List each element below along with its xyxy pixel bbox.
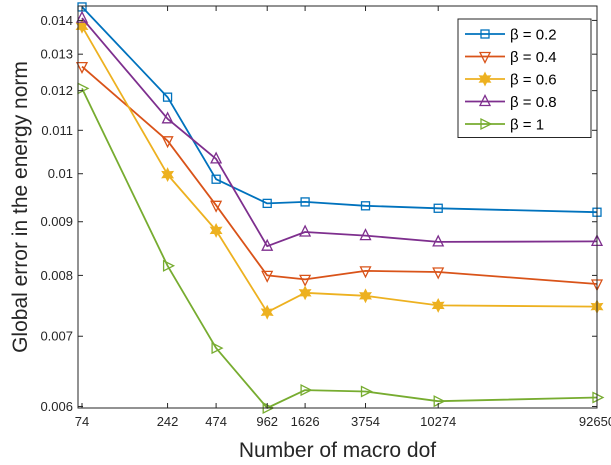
data-point bbox=[210, 200, 223, 213]
legend-label: β = 0.2 bbox=[510, 27, 557, 44]
legend-marker bbox=[478, 51, 492, 64]
legend-item: β = 1 bbox=[465, 117, 544, 134]
x-axis-label: Number of macro dof bbox=[239, 439, 436, 462]
data-point bbox=[432, 267, 445, 280]
data-point bbox=[162, 259, 176, 272]
data-point bbox=[360, 201, 371, 211]
data-point bbox=[359, 266, 372, 279]
data-point bbox=[433, 203, 443, 213]
legend-marker bbox=[480, 29, 490, 39]
series-line bbox=[81, 25, 598, 314]
y-tick-label: 0.012 bbox=[40, 83, 73, 98]
data-point bbox=[359, 288, 372, 304]
data-point bbox=[359, 228, 372, 241]
y-tick-label: 0.009 bbox=[40, 214, 73, 229]
series-4 bbox=[75, 10, 604, 251]
x-tick-label: 242 bbox=[157, 414, 179, 429]
y-tick-label: 0.014 bbox=[40, 13, 73, 28]
x-tick-label: 962 bbox=[256, 414, 278, 429]
x-tick-label: 3754 bbox=[351, 414, 380, 429]
data-point bbox=[261, 270, 274, 283]
y-axis-label: Global error in the energy norm bbox=[9, 61, 32, 353]
data-point bbox=[209, 222, 223, 238]
y-tick-label: 0.006 bbox=[40, 399, 73, 414]
y-tick-label: 0.013 bbox=[40, 47, 73, 62]
x-tick-label: 74 bbox=[75, 414, 89, 429]
series-3 bbox=[75, 18, 604, 320]
x-tick-label: 10274 bbox=[420, 414, 456, 429]
x-tick-label: 474 bbox=[205, 414, 227, 429]
data-point bbox=[262, 198, 272, 209]
data-point bbox=[161, 167, 175, 183]
data-point bbox=[433, 395, 446, 408]
y-tick-label: 0.008 bbox=[40, 268, 73, 283]
data-point bbox=[75, 61, 89, 75]
series-line bbox=[81, 17, 598, 248]
series-line bbox=[81, 65, 598, 285]
y-tick-label: 0.011 bbox=[41, 123, 73, 138]
legend-label: β = 0.6 bbox=[510, 72, 557, 89]
data-point bbox=[592, 391, 605, 404]
legend-label: β = 1 bbox=[510, 117, 544, 134]
data-point bbox=[299, 274, 312, 287]
legend-item: β = 0.2 bbox=[465, 27, 557, 44]
legend-marker bbox=[478, 71, 492, 87]
data-point bbox=[162, 92, 173, 102]
legend-label: β = 0.8 bbox=[510, 94, 557, 111]
series-line bbox=[81, 88, 598, 409]
data-point bbox=[431, 297, 445, 313]
data-point bbox=[300, 384, 313, 397]
data-point bbox=[211, 174, 221, 184]
data-point bbox=[432, 234, 445, 247]
legend-item: β = 0.8 bbox=[465, 94, 557, 111]
y-tick-label: 0.007 bbox=[40, 329, 73, 344]
data-point bbox=[300, 197, 310, 207]
data-point bbox=[75, 10, 89, 23]
data-point bbox=[161, 136, 174, 149]
data-point bbox=[261, 238, 274, 251]
data-point bbox=[298, 285, 312, 301]
legend-marker bbox=[478, 94, 492, 107]
data-point bbox=[360, 385, 373, 398]
legend-item: β = 0.6 bbox=[465, 72, 557, 89]
axes-frame bbox=[77, 5, 598, 409]
y-tick-label: 0.01 bbox=[48, 166, 73, 181]
legend: β = 0.2 β = 0.4 β = 0.6 β = 0.8 β = 1 bbox=[457, 18, 592, 138]
legend-item: β = 0.4 bbox=[465, 49, 557, 66]
data-point bbox=[210, 151, 223, 164]
data-point bbox=[260, 304, 274, 320]
data-point bbox=[211, 342, 224, 355]
legend-label: β = 0.4 bbox=[510, 49, 557, 66]
data-point bbox=[299, 224, 312, 237]
series-line bbox=[81, 6, 598, 214]
legend-marker bbox=[480, 117, 493, 131]
x-tick-label: 1626 bbox=[291, 414, 320, 429]
data-point bbox=[161, 111, 174, 124]
